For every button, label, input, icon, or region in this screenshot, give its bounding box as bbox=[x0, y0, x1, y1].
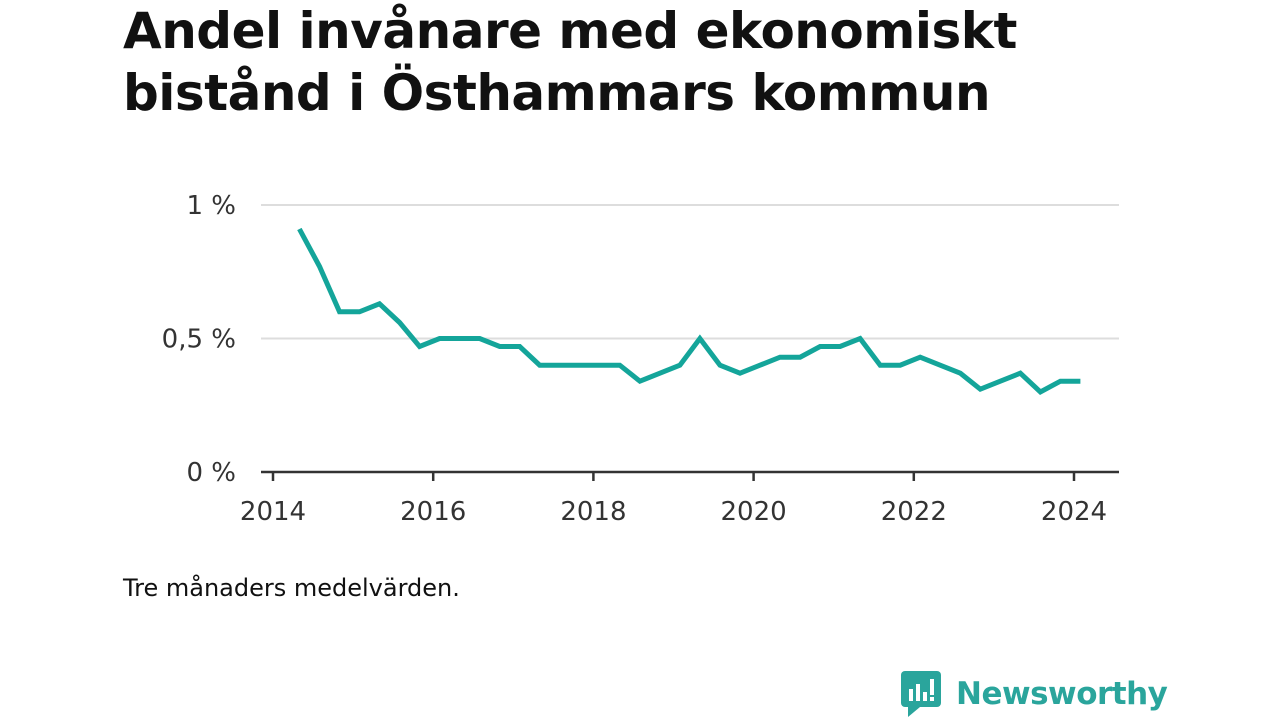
x-axis-labels: 2014 2016 2018 2020 2022 2024 bbox=[240, 497, 1107, 527]
y-axis-labels: 0 % 0,5 % 1 % bbox=[162, 191, 236, 488]
x-tick-label: 2014 bbox=[240, 497, 306, 527]
x-axis bbox=[261, 470, 1119, 481]
y-tick-label: 0,5 % bbox=[162, 325, 236, 355]
newsworthy-logo-text: Newsworthy bbox=[956, 676, 1168, 712]
newsworthy-logo[interactable]: Newsworthy bbox=[900, 670, 1168, 718]
x-tick-label: 2022 bbox=[881, 497, 947, 527]
chart-title: Andel invånare med ekonomiskt bistånd i … bbox=[123, 2, 1017, 122]
x-tick-label: 2024 bbox=[1041, 497, 1107, 527]
x-tick-label: 2020 bbox=[721, 497, 787, 527]
y-tick-label: 1 % bbox=[186, 191, 236, 221]
series-line bbox=[297, 227, 1081, 395]
x-tick-label: 2016 bbox=[400, 497, 466, 527]
grid-lines bbox=[261, 204, 1119, 340]
chart-note: Tre månaders medelvärden. bbox=[123, 574, 460, 602]
newsworthy-logo-icon bbox=[901, 671, 941, 717]
x-tick-label: 2018 bbox=[560, 497, 626, 527]
data-series bbox=[297, 227, 1081, 395]
line-chart: 0 % 0,5 % 1 % 2014 2016 2018 2020 2022 2024 bbox=[162, 191, 1119, 527]
y-tick-label: 0 % bbox=[186, 458, 236, 488]
